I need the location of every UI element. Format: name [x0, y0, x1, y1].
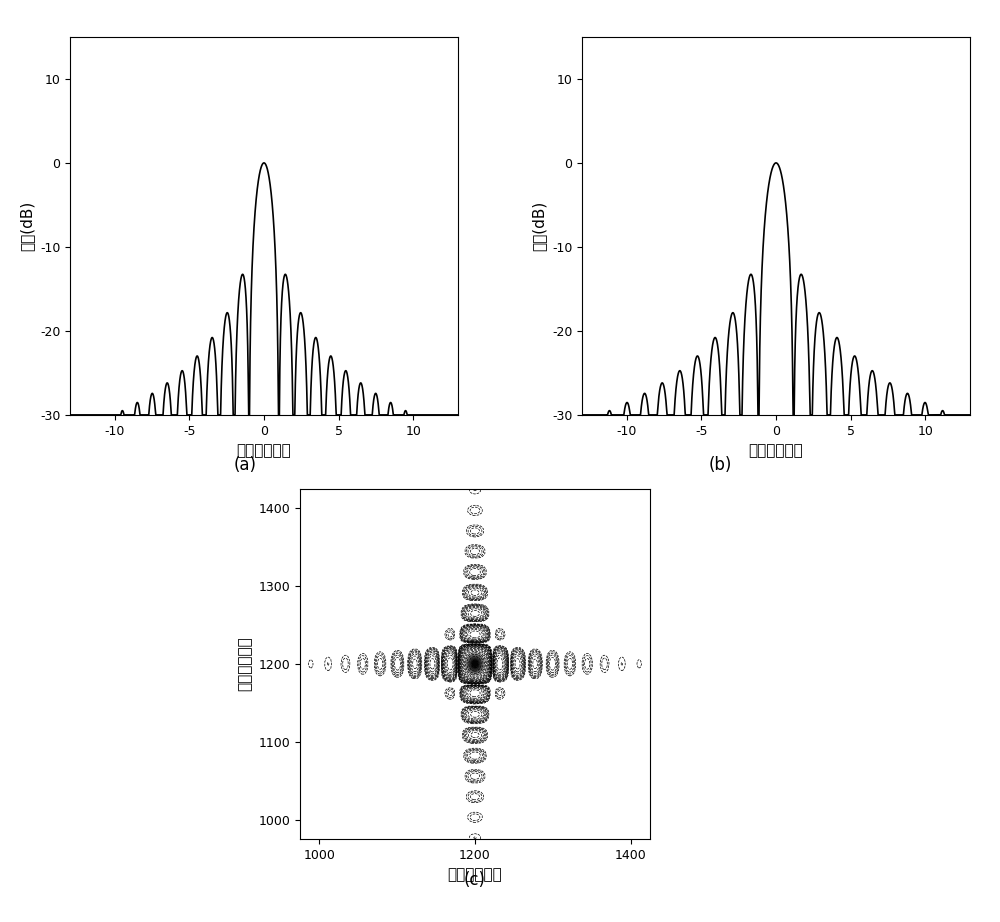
- X-axis label: 方位采样单元: 方位采样单元: [448, 868, 502, 882]
- X-axis label: 方位采样单元: 方位采样单元: [237, 443, 291, 458]
- Y-axis label: 距离采样单元: 距离采样单元: [238, 636, 253, 692]
- Y-axis label: 幅度(dB): 幅度(dB): [19, 201, 34, 251]
- Text: (a): (a): [234, 456, 256, 475]
- Text: (c): (c): [464, 871, 486, 890]
- X-axis label: 距离采样单元: 距离采样单元: [749, 443, 803, 458]
- Y-axis label: 幅度(dB): 幅度(dB): [531, 201, 546, 251]
- Text: (b): (b): [708, 456, 732, 475]
